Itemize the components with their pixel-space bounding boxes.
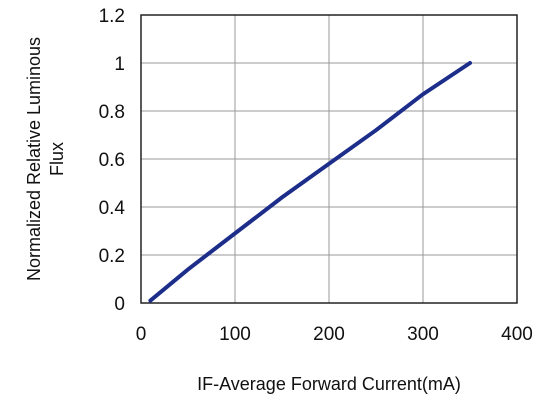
x-tick-label: 100 — [219, 324, 251, 345]
x-axis-ticks: 0 100 200 300 400 — [136, 324, 533, 345]
series-line — [148, 61, 472, 303]
y-axis-ticks: 0 0.2 0.4 0.6 0.8 1 1.2 — [99, 6, 126, 315]
x-axis-title: IF-Average Forward Current(mA) — [197, 374, 461, 394]
y-tick-label: 0.4 — [99, 198, 126, 219]
x-tick-label: 400 — [501, 324, 533, 345]
y-axis-title-line-2: Flux — [47, 142, 67, 176]
y-tick-label: 0 — [114, 294, 125, 315]
y-tick-label: 0.8 — [99, 102, 125, 123]
y-tick-label: 0.6 — [99, 150, 125, 171]
x-tick-label: 300 — [407, 324, 439, 345]
y-axis-title-line-1: Normalized Relative Luminous — [24, 37, 44, 281]
x-tick-label: 0 — [136, 324, 147, 345]
y-tick-label: 0.2 — [99, 246, 125, 267]
plot-area — [140, 14, 518, 304]
y-tick-label: 1 — [114, 54, 125, 75]
grid — [141, 15, 517, 303]
x-tick-label: 200 — [313, 324, 345, 345]
y-tick-label: 1.2 — [99, 6, 125, 27]
series-group — [148, 61, 472, 303]
